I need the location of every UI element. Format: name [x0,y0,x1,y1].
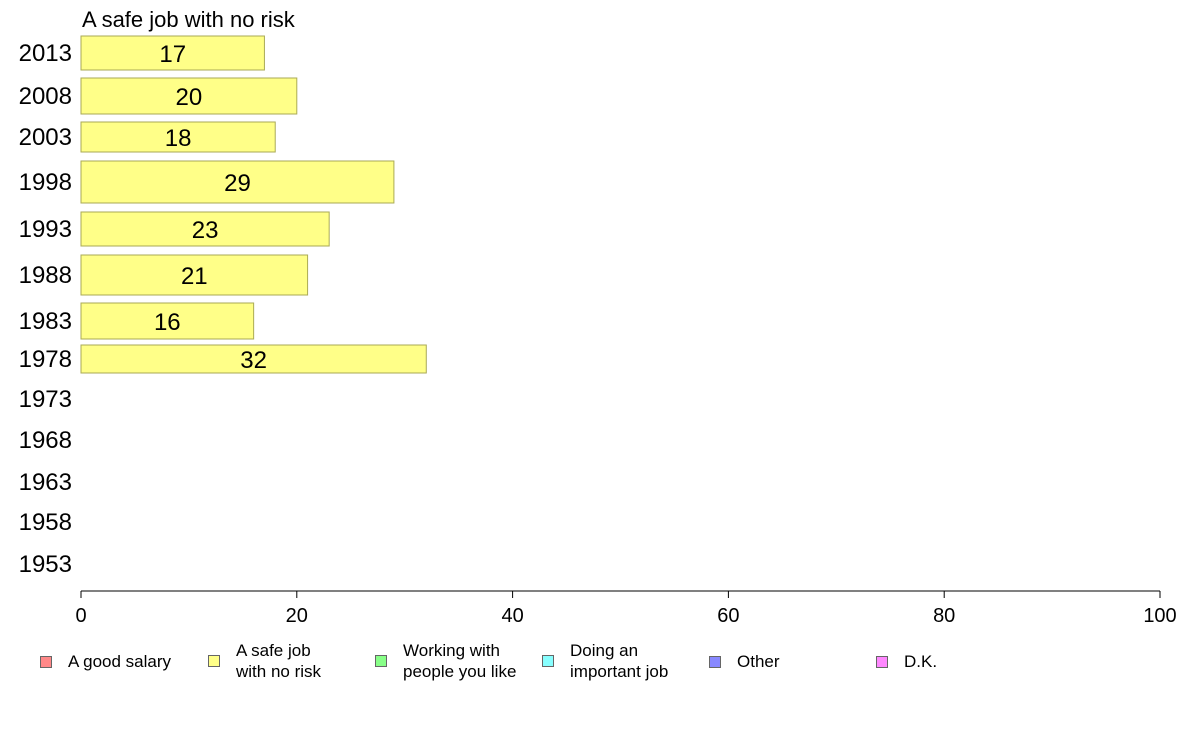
y-label-2008: 2008 [19,83,72,110]
bar-1983 [80,302,255,340]
x-tick-label-40: 40 [501,605,523,627]
y-label-1958: 1958 [19,509,72,536]
legend-item: A safe job with no risk [208,640,376,682]
x-tick-label-80: 80 [933,605,955,627]
legend-swatch [40,655,52,668]
legend-item: A good salary [40,651,208,672]
y-axis-labels: 2013 2008 2003 1998 1993 1988 1983 1978 1973 1968… [19,40,72,578]
y-label-1953: 1953 [19,551,72,578]
x-tick-label-60: 60 [717,605,739,627]
bar-label-2008: 20 [176,84,203,111]
bar-1993 [80,211,330,247]
bar-label-2003: 18 [165,125,192,152]
x-tick-label-100: 100 [1143,605,1176,627]
y-label-1993: 1993 [19,216,72,243]
bar-2003 [80,121,276,153]
bar-label-1978: 32 [240,347,267,374]
legend-swatch [208,655,220,667]
bar-label-1983: 16 [154,309,181,336]
legend-label: A good salary [68,652,172,671]
x-axis-ticks: 0 20 40 60 80 100 [75,591,1177,627]
y-label-1968: 1968 [19,427,72,454]
legend-label: Other [737,652,780,671]
bar-1978 [80,344,427,374]
legend-label: A safe job with no risk [236,641,322,681]
bar-label-1993: 23 [192,217,219,244]
y-label-1963: 1963 [19,469,72,496]
bar-2008 [80,77,298,115]
y-label-2013: 2013 [19,40,72,67]
legend-item: Working with people you like [375,640,543,682]
legend-swatch [542,655,554,667]
y-label-1973: 1973 [19,386,72,413]
y-label-1983: 1983 [19,308,72,335]
legend: A good salary A safe job with no risk Work… [0,640,1188,700]
legend-swatch [375,655,387,667]
bar-1988 [80,254,309,296]
y-label-1988: 1988 [19,262,72,289]
bar-1998 [80,160,395,204]
bar-label-2013: 17 [159,41,186,68]
x-tick-label-0: 0 [75,605,86,627]
legend-item: Doing an important job [542,640,710,682]
bar-2013 [80,35,265,71]
legend-label: Working with people you like [403,641,517,681]
chart-title: A safe job with no risk [82,7,296,32]
bar-label-1998: 29 [224,170,251,197]
bar-label-1988: 21 [181,263,208,290]
y-label-2003: 2003 [19,124,72,151]
y-label-1978: 1978 [19,346,72,373]
legend-swatch [876,655,888,668]
legend-swatch [709,655,721,668]
y-label-1998: 1998 [19,169,72,196]
legend-item: Other [709,651,877,672]
x-tick-label-20: 20 [286,605,308,627]
legend-label: D.K. [904,652,938,671]
legend-label: Doing an important job [570,641,669,681]
legend-item: D.K. [876,651,1044,672]
